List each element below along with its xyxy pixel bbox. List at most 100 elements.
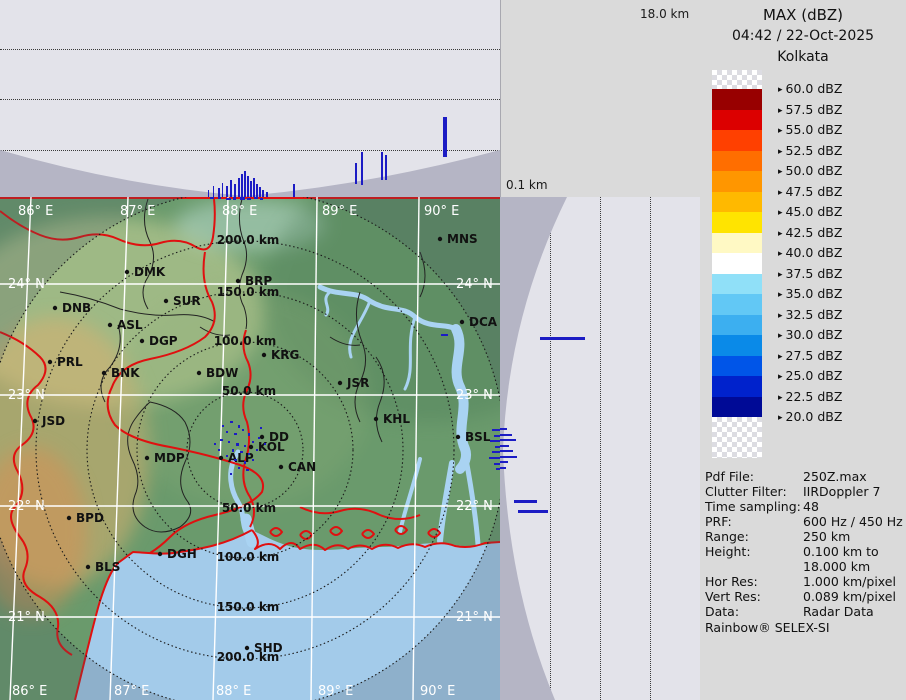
echo-mark: [230, 473, 232, 475]
longitude-label: 88° E: [216, 684, 251, 699]
echo-mark: [232, 449, 234, 452]
echo-mark: [495, 446, 500, 448]
echo-mark: [228, 441, 230, 443]
city-dot: [219, 456, 223, 460]
scale-tick-arrow: ▸: [778, 413, 783, 423]
echo-mark: [494, 435, 500, 437]
city-label: CAN: [288, 460, 316, 474]
metadata-label: Hor Res:: [705, 574, 758, 589]
station-name: Kolkata: [700, 49, 906, 65]
echo-mark: [492, 451, 500, 453]
echo-mark: [240, 451, 243, 453]
metadata-value: Radar Data: [803, 604, 874, 619]
city-dot: [108, 323, 112, 327]
latitude-label: 23° N: [8, 388, 45, 403]
scale-tick-arrow: ▸: [778, 167, 783, 177]
echo-mark: [242, 429, 244, 431]
latitude-label: 24° N: [456, 277, 493, 292]
echo-mark: [248, 453, 250, 455]
metadata-label: Vert Res:: [705, 589, 761, 604]
profile-echo-bar: [518, 510, 548, 513]
echo-mark: [260, 427, 262, 429]
metadata-label: Clutter Filter:: [705, 484, 787, 499]
profile-echo-bar: [241, 174, 243, 197]
colorbar-band: [712, 376, 762, 397]
echo-mark: [226, 198, 231, 200]
profile-echo-bar: [293, 184, 295, 197]
metadata-label: Time sampling:: [705, 499, 801, 514]
scale-tick-arrow: ▸: [778, 311, 783, 321]
dbz-scale-label: ▸47.5 dBZ: [778, 184, 842, 199]
range-ring-label: 100.0 km: [214, 334, 277, 348]
colorbar-checker-top: [712, 70, 762, 89]
colorbar-band: [712, 171, 762, 192]
city-label: KRG: [271, 348, 299, 362]
dbz-scale-label: ▸22.5 dBZ: [778, 389, 842, 404]
colorbar-band: [712, 274, 762, 295]
echo-mark: [258, 437, 260, 439]
metadata-row: PRF:600 Hz / 450 Hz: [700, 514, 906, 529]
colorbar-band: [712, 233, 762, 254]
dbz-scale-label: ▸57.5 dBZ: [778, 102, 842, 117]
metadata-value: 0.089 km/pixel: [803, 589, 896, 604]
city-dot: [158, 552, 162, 556]
profile-echo-bar: [514, 500, 537, 503]
scale-tick-arrow: ▸: [778, 331, 783, 341]
echo-mark: [496, 468, 500, 470]
city-label: JSR: [346, 376, 369, 390]
profile-echo-bar: [234, 184, 236, 197]
scale-tick-arrow: ▸: [778, 188, 783, 198]
echo-mark: [254, 197, 258, 199]
metadata-value: IIRDoppler 7: [803, 484, 880, 499]
longitude-label: 87° E: [120, 204, 155, 219]
colorbar-band: [712, 335, 762, 356]
colorbar-band: [712, 397, 762, 418]
city-dot: [374, 417, 378, 421]
colorbar-band: [712, 151, 762, 172]
profile-echo-bar: [247, 176, 249, 197]
echo-mark: [236, 443, 239, 446]
beam-blind-cone-top: [0, 0, 500, 197]
city-label: BDW: [206, 366, 238, 380]
echo-mark: [264, 443, 266, 445]
city-dot: [438, 237, 442, 241]
profile-echo-bar: [500, 467, 506, 469]
legend-panel: MAX (dBZ) 04:42 / 22-Oct-2025 Kolkata ▸6…: [700, 0, 906, 700]
scale-tick-arrow: ▸: [778, 106, 783, 116]
latitude-label: 22° N: [8, 499, 45, 514]
city-label: JSD: [41, 414, 65, 428]
echo-mark: [220, 439, 223, 441]
city-label: KOL: [258, 440, 285, 454]
city-dot: [53, 306, 57, 310]
city-dot: [140, 339, 144, 343]
city-dot: [279, 465, 283, 469]
city-label: DCA: [469, 315, 498, 329]
profile-echo-bar: [213, 186, 214, 197]
city-dot: [48, 360, 52, 364]
scale-tick-arrow: ▸: [778, 372, 783, 382]
scale-tick-arrow: ▸: [778, 229, 783, 239]
longitude-label: 87° E: [114, 684, 149, 699]
profile-echo-bar: [355, 163, 357, 184]
profile-echo-bar: [500, 456, 517, 458]
dbz-scale-label: ▸35.0 dBZ: [778, 286, 842, 301]
range-ring-label: 100.0 km: [217, 550, 280, 564]
profile-echo-bar: [500, 461, 508, 463]
scale-tick-arrow: ▸: [778, 147, 783, 157]
city-dot: [456, 435, 460, 439]
range-ring-label: 50.0 km: [222, 501, 276, 515]
metadata-value: 250 km: [803, 529, 850, 544]
city-label: BRP: [245, 274, 272, 288]
product-datetime: 04:42 / 22-Oct-2025: [700, 28, 906, 44]
profile-echo-bar: [500, 439, 516, 441]
scale-tick-arrow: ▸: [778, 290, 783, 300]
echo-mark: [218, 449, 220, 451]
metadata-value: 600 Hz / 450 Hz: [803, 514, 903, 529]
latitude-label: 21° N: [8, 610, 45, 625]
echo-mark: [494, 463, 500, 465]
dbz-scale-label: ▸55.0 dBZ: [778, 122, 842, 137]
profile-echo-bar: [381, 152, 383, 180]
city-label: DGH: [167, 547, 197, 561]
city-label: SHD: [254, 641, 283, 655]
city-dot: [102, 371, 106, 375]
